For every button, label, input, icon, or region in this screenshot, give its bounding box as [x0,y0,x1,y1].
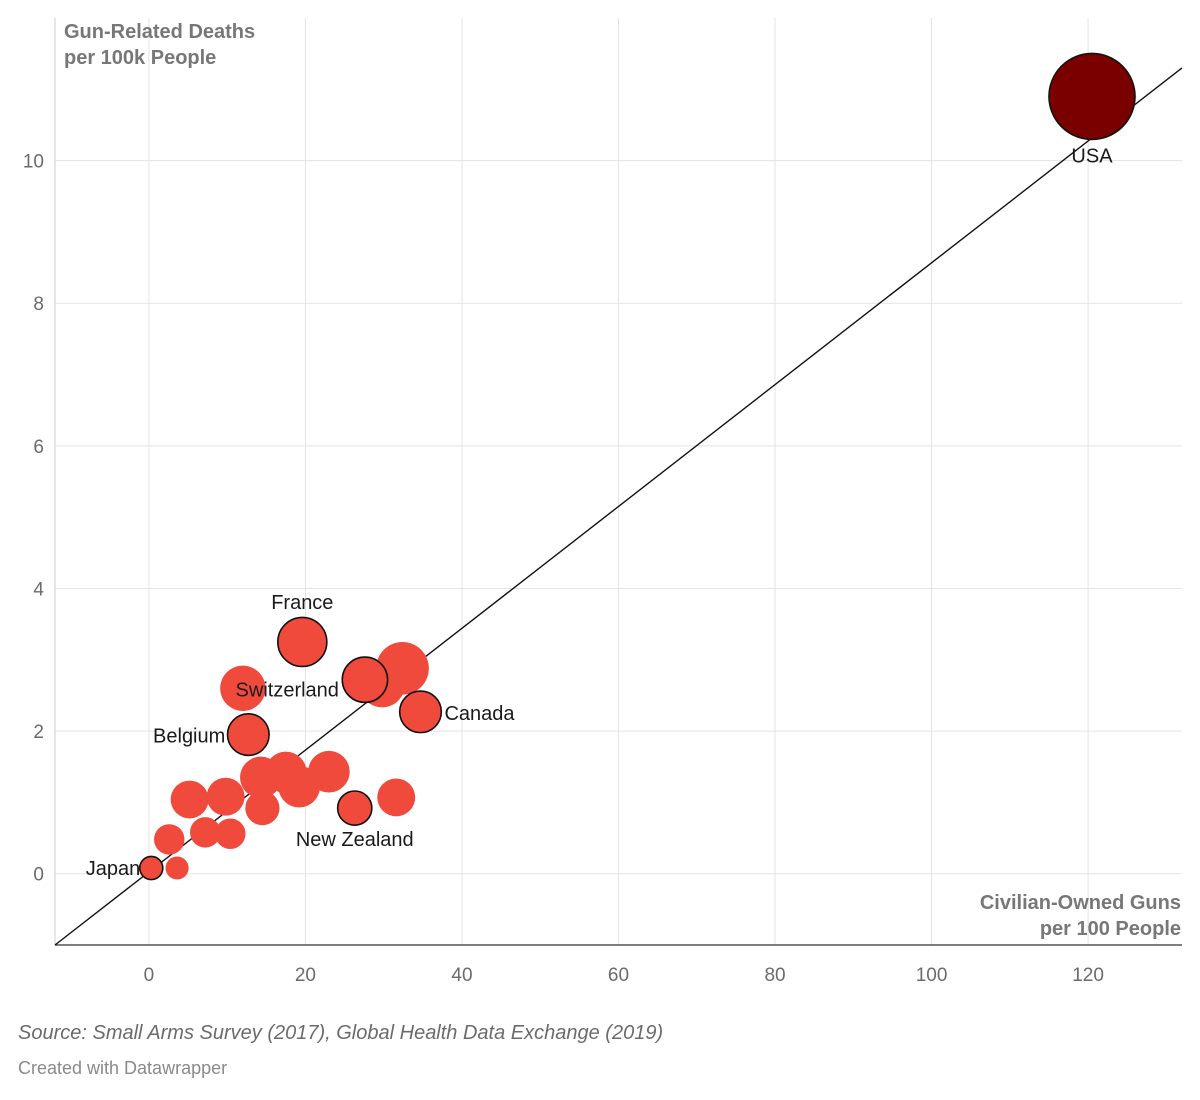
y-tick-label-3: 6 [33,437,44,458]
y-tick-label-4: 8 [33,294,44,315]
y-tick-label-1: 2 [33,722,44,743]
point-france [277,616,328,668]
point-15 [170,780,209,819]
y-axis-title-line-0: Gun-Related Deaths [64,21,255,43]
point-9 [220,665,266,711]
label-canada: Canada [444,703,515,725]
point-usa [1048,52,1136,141]
x-tick-label-1: 20 [295,965,316,986]
point-19 [215,818,246,850]
point-japan [138,855,164,881]
point-new-zealand [336,790,373,826]
point-17 [245,790,280,826]
x-tick-label-6: 120 [1072,965,1104,986]
label-switzerland: Switzerland [236,680,339,702]
point-20 [154,824,185,855]
y-axis-title-line-1: per 100k People [64,47,216,69]
x-axis-title-line-1: per 100 People [1040,918,1181,940]
point-belgium [226,713,270,757]
label-belgium: Belgium [153,726,225,748]
point-canada [398,690,443,734]
credit-note: Created with Datawrapper [18,1058,228,1078]
points-layer [138,52,1136,881]
source-note: Source: Small Arms Survey (2017), Global… [18,1022,664,1044]
point-switzerland [341,656,389,704]
point-18 [190,817,221,848]
label-japan: Japan [86,858,141,880]
axis-title-layer: Gun-Related Deaths per 100k People Civilia… [64,21,1181,940]
grid-layer: 0 20 40 60 80 100 120 0 2 4 6 8 10 [23,18,1182,986]
x-tick-label-4: 80 [764,965,785,986]
y-tick-label-5: 10 [23,152,44,173]
x-tick-label-3: 60 [608,965,629,986]
y-tick-label-2: 4 [33,579,44,600]
point-21 [165,856,189,880]
point-13 [308,750,350,793]
x-tick-label-2: 40 [451,965,472,986]
point-14 [377,778,416,817]
x-tick-label-5: 100 [916,965,948,986]
y-tick-label-0: 0 [33,865,44,886]
x-tick-label-0: 0 [144,965,155,986]
x-axis-title-line-0: Civilian-Owned Guns [980,892,1181,914]
label-new-zealand: New Zealand [296,829,414,851]
label-france: France [271,592,333,614]
point-16 [206,777,245,816]
labels-layer: USA France Switzerland Canada Belgium New Zea… [86,145,1113,880]
label-usa: USA [1071,145,1113,167]
